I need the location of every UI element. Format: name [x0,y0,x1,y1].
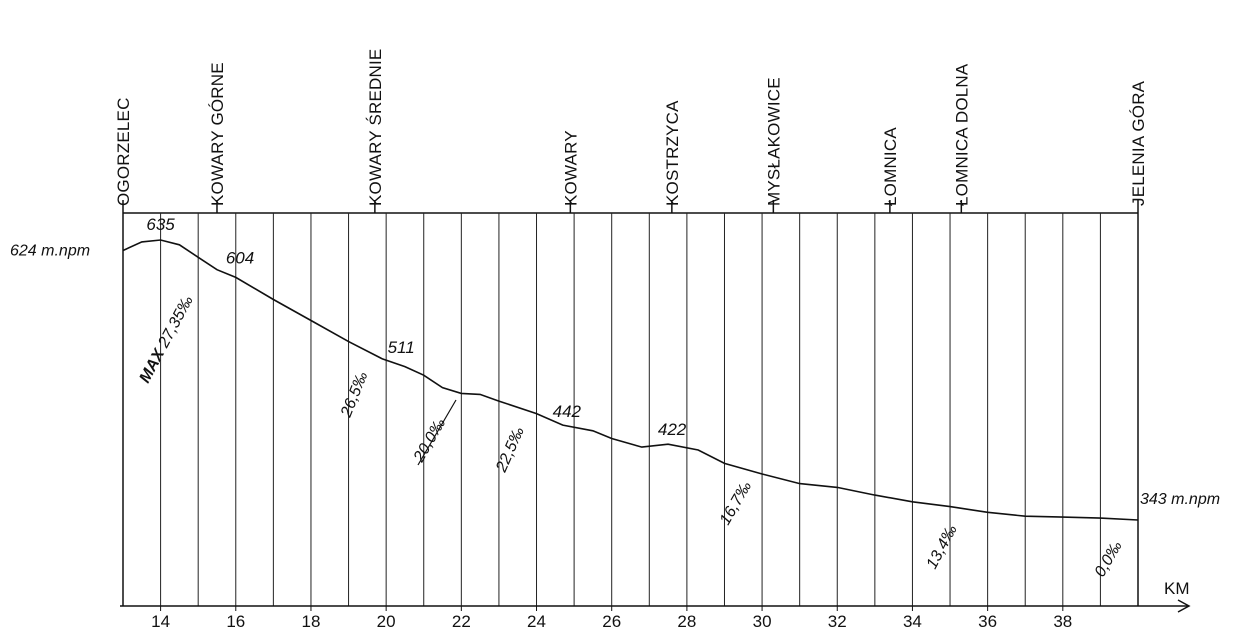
elevation-label: 511 [388,338,415,357]
station-name: JELENIA GÓRA [1129,80,1148,206]
station-name: ŁOMNICA [881,127,900,206]
elevation-label: 604 [226,249,254,268]
x-axis-arrow-icon [1177,599,1191,613]
station-name: KOWARY GÓRNE [208,62,227,206]
gradient-label: MAX 27,35‰ [137,293,197,386]
elevation-label: 442 [553,402,582,421]
elevation-label: 343 m.npm [1140,491,1220,508]
gradient-label: 13,4‰ [924,522,961,572]
x-tick-label: 22 [452,612,471,631]
gradient-label: 20,0‰ [410,416,449,466]
x-tick-label: 28 [677,612,696,631]
x-axis-title: KM [1164,579,1190,598]
station-name: KOWARY [561,130,580,206]
elevation-label: 635 [146,215,175,234]
elevation-line [122,239,1139,521]
km-gridlines [160,213,1101,606]
elevation-series [122,239,1139,521]
gradient-labels: MAX 27,35‰ 26,5‰ 20,0‰ 22,5‰ 16,7‰ 13,4‰ 0,0‰ [137,293,1126,580]
elevation-label: 624 m.npm [10,243,90,260]
x-tick-label: 30 [753,612,772,631]
station-name: KOWARY ŚREDNIE [366,49,385,206]
gradient-label: 0,0‰ [1092,538,1126,580]
gradient-max-value: 27,35‰ [153,293,196,354]
station-markers: OGORZELEC KOWARY GÓRNE KOWARY ŚREDNIE KOWAR… [114,49,1148,213]
plot-frame [122,212,1139,606]
x-tick-label: 18 [302,612,321,631]
x-tick-label: 32 [828,612,847,631]
x-tick-label: 26 [602,612,621,631]
x-tick-label: 24 [527,612,546,631]
station-name: MYSŁAKOWICE [764,77,783,206]
gradient-label: 26,5‰ [338,369,372,420]
gradient-label: 22,5‰ [493,425,528,476]
x-tick-label: 14 [151,612,170,631]
x-tick-label: 34 [903,612,922,631]
x-tick-label: 16 [226,612,245,631]
gradient-label: 16,7‰ [717,479,755,528]
station-name: ŁOMNICA DOLNA [952,63,971,206]
x-tick-label: 38 [1053,612,1072,631]
elevation-labels: 624 m.npm 635 604 511 442 422 343 m.npm [10,215,1220,508]
x-axis: KM [120,579,1191,613]
x-tick-label: 20 [377,612,396,631]
station-name: OGORZELEC [114,97,133,206]
elevation-label: 422 [658,420,687,439]
gradient-underline [417,399,457,466]
station-name: KOSTRZYCA [663,100,682,206]
x-tick-labels: 14 16 18 20 22 24 26 28 30 32 34 36 38 [151,606,1072,631]
x-tick-label: 36 [978,612,997,631]
